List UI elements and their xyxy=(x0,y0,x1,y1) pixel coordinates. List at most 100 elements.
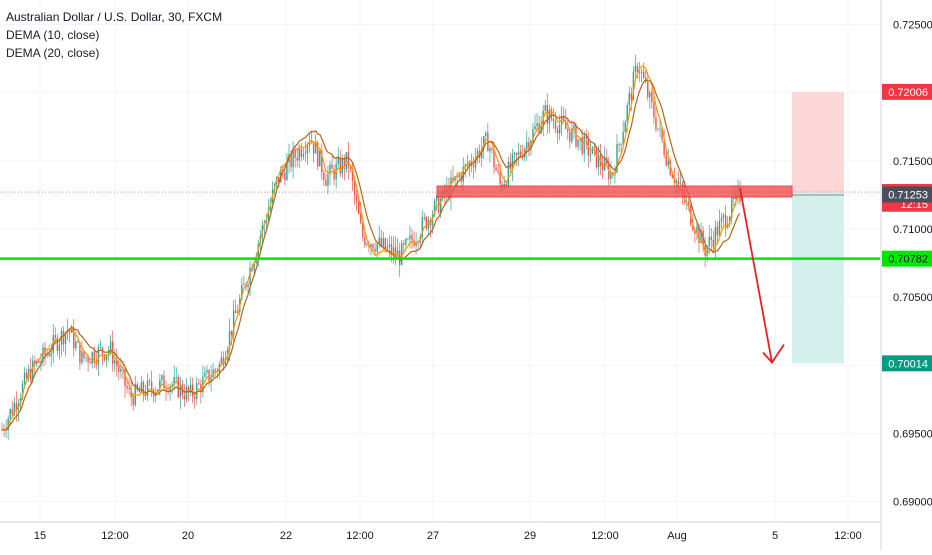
candle-body xyxy=(384,238,387,249)
price-tag[interactable] xyxy=(882,250,932,267)
candle-body xyxy=(323,172,325,180)
candle-body xyxy=(267,209,270,221)
price-tag[interactable] xyxy=(882,83,932,100)
candle-body xyxy=(306,145,309,154)
candle-body xyxy=(331,164,333,170)
candle-body xyxy=(304,153,307,155)
candle-body xyxy=(649,92,651,98)
candle-body xyxy=(396,250,399,257)
candle-body xyxy=(386,246,389,249)
drawings[interactable] xyxy=(0,185,880,365)
candle-body xyxy=(423,217,425,218)
candle-body xyxy=(120,368,122,372)
time-tick-label: 5 xyxy=(772,530,778,542)
candle-body xyxy=(194,396,196,399)
candle-body xyxy=(714,226,717,247)
candle-body xyxy=(243,284,245,285)
candle-body xyxy=(177,377,179,398)
time-tick-label: 12:00 xyxy=(346,530,374,542)
candle-body xyxy=(220,357,223,365)
candle-body xyxy=(456,176,458,178)
candle-body xyxy=(720,217,723,221)
candle-body xyxy=(722,215,725,218)
candle-body xyxy=(374,248,376,252)
price-tick-label: 0.70500 xyxy=(893,292,932,304)
candle-body xyxy=(339,157,341,174)
candle-body xyxy=(140,382,143,393)
time-tick-label: 29 xyxy=(524,530,536,542)
candle-body xyxy=(15,402,18,410)
candle-body xyxy=(472,165,475,168)
indicator-dema-20[interactable]: DEMA (20, close) xyxy=(6,46,100,60)
price-tag-label: 0.70782 xyxy=(888,254,928,266)
candle-body xyxy=(511,154,514,170)
candle-body xyxy=(491,148,493,150)
candle-body xyxy=(161,375,163,380)
candle-body xyxy=(191,384,194,397)
candle-body xyxy=(567,128,569,132)
candle-body xyxy=(519,151,522,156)
candle-body xyxy=(499,172,501,185)
candle-body xyxy=(610,172,612,179)
candle-body xyxy=(733,197,735,200)
candle-body xyxy=(136,383,138,390)
candle-body xyxy=(116,360,118,367)
candle-body xyxy=(626,105,628,123)
indicator-dema-10[interactable]: DEMA (10, close) xyxy=(6,28,100,42)
price-tag-label: 0.70014 xyxy=(888,358,928,370)
candle-body xyxy=(114,360,116,364)
candle-body xyxy=(362,222,364,237)
candle-body xyxy=(355,194,358,202)
candle-body xyxy=(118,366,120,372)
candle-body xyxy=(25,372,28,379)
candle-body xyxy=(235,310,237,314)
candle-body xyxy=(694,230,696,234)
candle-body xyxy=(185,386,188,400)
candle-body xyxy=(642,71,645,78)
candle-body xyxy=(329,164,331,175)
candle-body xyxy=(77,341,79,343)
candle-body xyxy=(515,153,518,155)
candle-body xyxy=(23,372,26,384)
candle-body xyxy=(712,240,715,247)
candle-body xyxy=(81,351,83,364)
candle-body xyxy=(187,386,190,393)
candle-body xyxy=(708,236,710,247)
candle-body xyxy=(622,132,624,144)
candle-body xyxy=(228,330,231,351)
candle-body xyxy=(343,158,346,169)
candle-body xyxy=(360,214,362,223)
candle-body xyxy=(54,335,56,338)
candle-body xyxy=(292,149,294,168)
time-axis[interactable]: 15 12:00 20 22 12:00 27 29 12:00 Aug 5 12:00 xyxy=(0,521,880,542)
resistance-zone[interactable] xyxy=(436,185,793,198)
price-tag[interactable] xyxy=(882,186,932,203)
candle-body xyxy=(624,122,626,133)
candle-body xyxy=(325,179,327,186)
price-tick-label: 0.72500 xyxy=(893,20,932,32)
candle-body xyxy=(640,71,643,73)
price-axis[interactable]: 0.725000.720000.715000.710000.705000.700… xyxy=(880,0,932,550)
candle-body xyxy=(407,238,409,240)
down-arrow[interactable] xyxy=(739,187,773,363)
take-profit-zone[interactable] xyxy=(792,192,844,364)
candle-body xyxy=(317,142,319,167)
candle-body xyxy=(677,180,680,185)
candle-body xyxy=(58,344,61,352)
candle-body xyxy=(89,362,91,364)
candle-body xyxy=(358,201,360,215)
indicator-lines xyxy=(1,65,741,431)
candle-body xyxy=(616,144,618,173)
symbol-title[interactable]: Australian Dollar / U.S. Dollar, 30, FXC… xyxy=(6,10,223,24)
candle-body xyxy=(253,262,255,271)
stop-loss-zone[interactable] xyxy=(792,91,844,193)
candle-body xyxy=(706,246,708,256)
candle-body xyxy=(241,284,243,299)
price-tag[interactable] xyxy=(882,355,932,372)
candle-body xyxy=(337,157,339,164)
candle-body xyxy=(534,126,536,130)
candle-body xyxy=(93,352,95,363)
candle-body xyxy=(634,65,637,72)
